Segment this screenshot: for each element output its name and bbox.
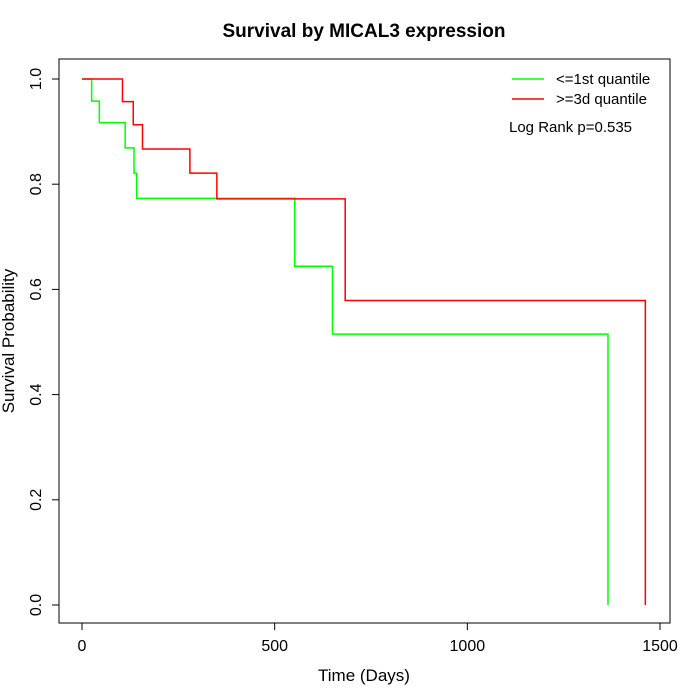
survival-curve-series-2	[82, 78, 647, 605]
x-axis-label: Time (Days)	[318, 666, 410, 685]
y-tick-label: 0.8	[28, 173, 45, 195]
chart-title: Survival by MICAL3 expression	[223, 21, 506, 42]
legend-label: <=1st quantile	[556, 71, 650, 88]
plot-frame	[58, 58, 671, 624]
x-tick-label: 1000	[450, 638, 486, 655]
y-axis: 0.0 0.2 0.4 0.6 0.8 1.0	[28, 68, 60, 616]
x-axis: 0 500 1000 1500	[78, 622, 678, 655]
x-tick-label: 500	[261, 638, 288, 655]
series-layer	[82, 78, 647, 605]
y-axis-label: Survival Probability	[0, 268, 18, 413]
y-tick-label: 0.2	[28, 489, 45, 511]
y-tick-label: 0.6	[28, 278, 45, 300]
x-tick-label: 0	[78, 638, 87, 655]
legend-label: >=3d quantile	[556, 91, 647, 108]
y-tick-label: 0.0	[28, 594, 45, 616]
survival-curve-series-1	[82, 78, 609, 605]
y-tick-label: 0.4	[28, 383, 45, 405]
x-tick-label: 1500	[642, 638, 678, 655]
legend: <=1st quantile >=3d quantile	[512, 71, 650, 108]
log-rank-annotation: Log Rank p=0.535	[509, 119, 632, 136]
y-tick-label: 1.0	[28, 68, 45, 90]
